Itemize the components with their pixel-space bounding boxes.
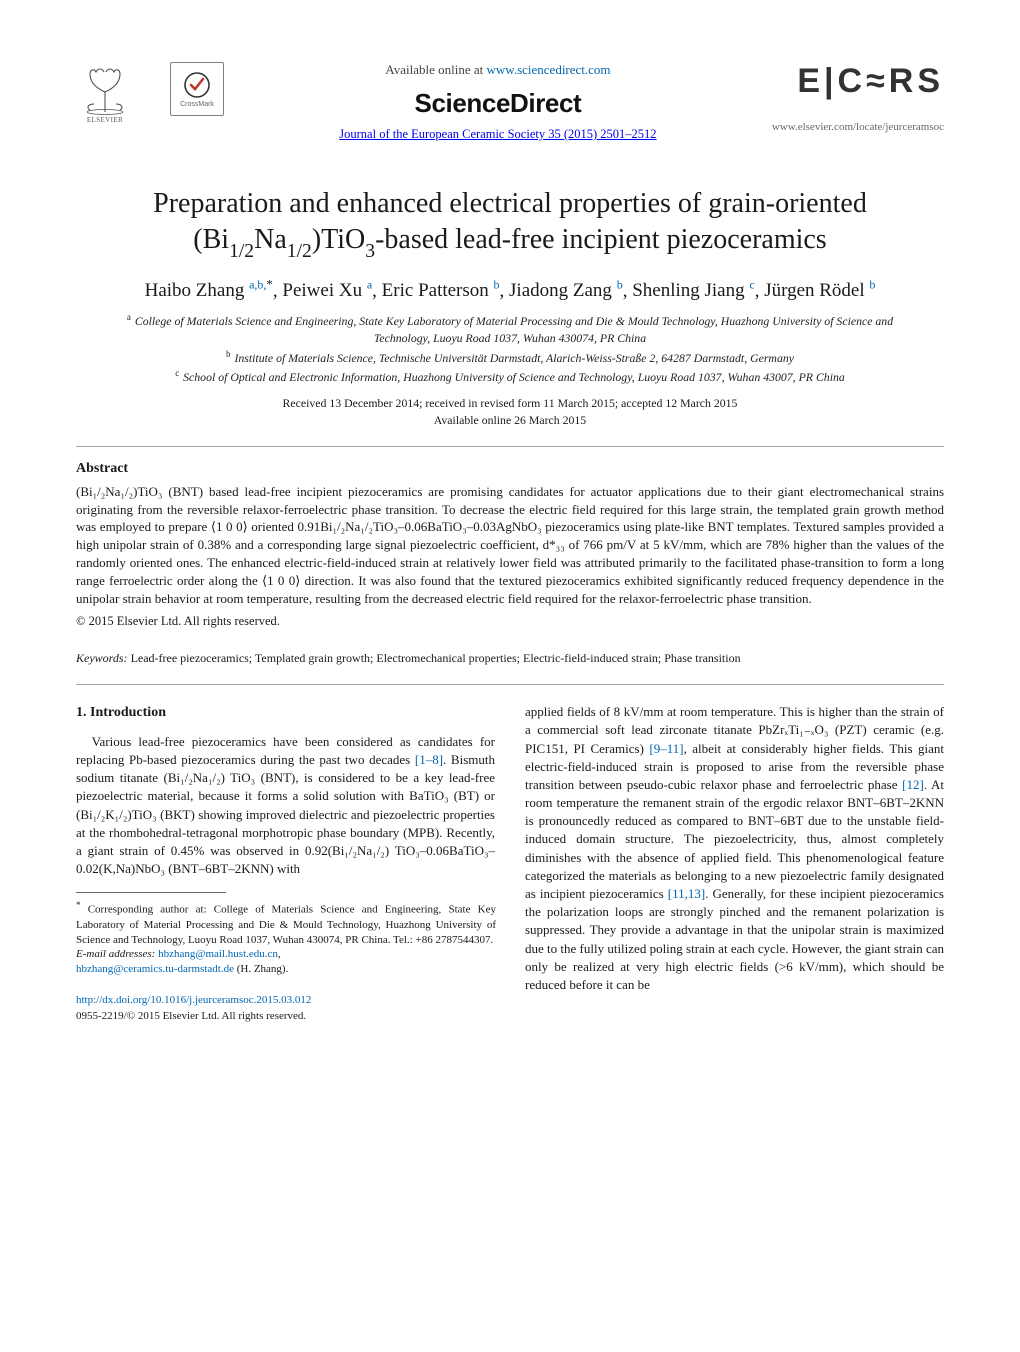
author: Haibo Zhang a,b,* xyxy=(145,280,273,301)
elsevier-tree-icon xyxy=(76,62,134,116)
email-line-2: hbzhang@ceramics.tu-darmstadt.de (H. Zha… xyxy=(76,962,496,977)
doi-link[interactable]: http://dx.doi.org/10.1016/j.jeurceramsoc… xyxy=(76,994,311,1006)
author: Jürgen Rödel b xyxy=(764,280,875,301)
abstract-text: (Bi₁/₂Na₁/₂)TiO₃ (BNT) based lead-free i… xyxy=(76,484,944,607)
crossmark-icon xyxy=(183,71,211,99)
rule-top xyxy=(76,446,944,447)
elsevier-label: ELSEVIER xyxy=(87,116,123,124)
footer-doi-block: http://dx.doi.org/10.1016/j.jeurceramsoc… xyxy=(76,993,495,1024)
keywords-label: Keywords: xyxy=(76,651,128,665)
author: Shenling Jiang c xyxy=(632,280,755,301)
author: Eric Patterson b xyxy=(382,280,500,301)
affiliation-c: c School of Optical and Electronic Infor… xyxy=(100,367,920,386)
corresponding-author-note: * Corresponding author at: College of Ma… xyxy=(76,899,496,947)
email-line: E-mail addresses: hbzhang@mail.hust.edu.… xyxy=(76,947,496,962)
body-columns: 1. Introduction Various lead-free piezoc… xyxy=(76,703,944,1024)
affiliation-a: a College of Materials Science and Engin… xyxy=(100,311,920,347)
article-title: Preparation and enhanced electrical prop… xyxy=(116,186,904,262)
cite-1-8[interactable]: [1–8] xyxy=(415,752,443,767)
journal-citation-link[interactable]: Journal of the European Ceramic Society … xyxy=(339,127,656,141)
author-list: Haibo Zhang a,b,*, Peiwei Xu a, Eric Pat… xyxy=(76,276,944,304)
abstract-body: (Bi₁/₂Na₁/₂)TiO₃ (BNT) based lead-free i… xyxy=(76,483,944,609)
sciencedirect-link[interactable]: www.sciencedirect.com xyxy=(487,62,611,77)
header-right: E|C≈RS www.elsevier.com/locate/jeurceram… xyxy=(772,62,944,133)
abstract-heading: Abstract xyxy=(76,461,944,477)
footnote-block: * Corresponding author at: College of Ma… xyxy=(76,892,495,1024)
title-line1: Preparation and enhanced electrical prop… xyxy=(153,188,867,219)
dates-online: Available online 26 March 2015 xyxy=(76,413,944,428)
keywords: Keywords: Lead-free piezoceramics; Templ… xyxy=(76,651,944,666)
intro-para-1: Various lead-free piezoceramics have bee… xyxy=(76,733,495,879)
journal-citation-line[interactable]: Journal of the European Ceramic Society … xyxy=(224,127,772,142)
star-icon: * xyxy=(76,900,81,910)
elsevier-logo: ELSEVIER xyxy=(76,62,134,128)
keywords-list: Lead-free piezoceramics; Templated grain… xyxy=(131,651,741,665)
affiliations: a College of Materials Science and Engin… xyxy=(100,311,920,385)
email-link-1[interactable]: hbzhang@mail.hust.edu.cn xyxy=(158,948,278,960)
cite-9-11[interactable]: [9–11] xyxy=(649,741,683,756)
affiliation-b: b Institute of Materials Science, Techni… xyxy=(100,348,920,367)
issn-copyright: 0955-2219/© 2015 Elsevier Ltd. All right… xyxy=(76,1009,495,1024)
rule-bottom xyxy=(76,684,944,685)
header-left: ELSEVIER CrossMark xyxy=(76,62,224,128)
copyright-line: © 2015 Elsevier Ltd. All rights reserved… xyxy=(76,614,944,629)
intro-para-2: applied fields of 8 kV/mm at room temper… xyxy=(525,703,944,994)
header-center: Available online at www.sciencedirect.co… xyxy=(224,62,772,142)
article-dates: Received 13 December 2014; received in r… xyxy=(76,396,944,428)
title-line2: (Bi1/2Na1/2)TiO3-based lead-free incipie… xyxy=(193,224,826,255)
dates-received: Received 13 December 2014; received in r… xyxy=(283,396,738,410)
crossmark-label: CrossMark xyxy=(180,101,214,108)
footnote-separator xyxy=(76,892,226,893)
cite-11-13[interactable]: [11,13] xyxy=(668,886,705,901)
section-1-heading: 1. Introduction xyxy=(76,703,495,723)
author: Peiwei Xu a xyxy=(282,280,372,301)
available-prefix: Available online at xyxy=(385,62,486,77)
email-label: E-mail addresses: xyxy=(76,948,155,960)
available-online-line: Available online at www.sciencedirect.co… xyxy=(224,62,772,78)
crossmark-badge[interactable]: CrossMark xyxy=(170,62,224,116)
jecs-logo: E|C≈RS xyxy=(772,62,944,101)
cite-12[interactable]: [12] xyxy=(902,777,924,792)
journal-locate-url: www.elsevier.com/locate/jeurceramsoc xyxy=(772,121,944,133)
sciencedirect-logo: ScienceDirect xyxy=(224,88,772,119)
author: Jiadong Zang b xyxy=(509,280,623,301)
header-strip: ELSEVIER CrossMark Available online at w… xyxy=(76,62,944,142)
email-link-2[interactable]: hbzhang@ceramics.tu-darmstadt.de xyxy=(76,963,234,975)
